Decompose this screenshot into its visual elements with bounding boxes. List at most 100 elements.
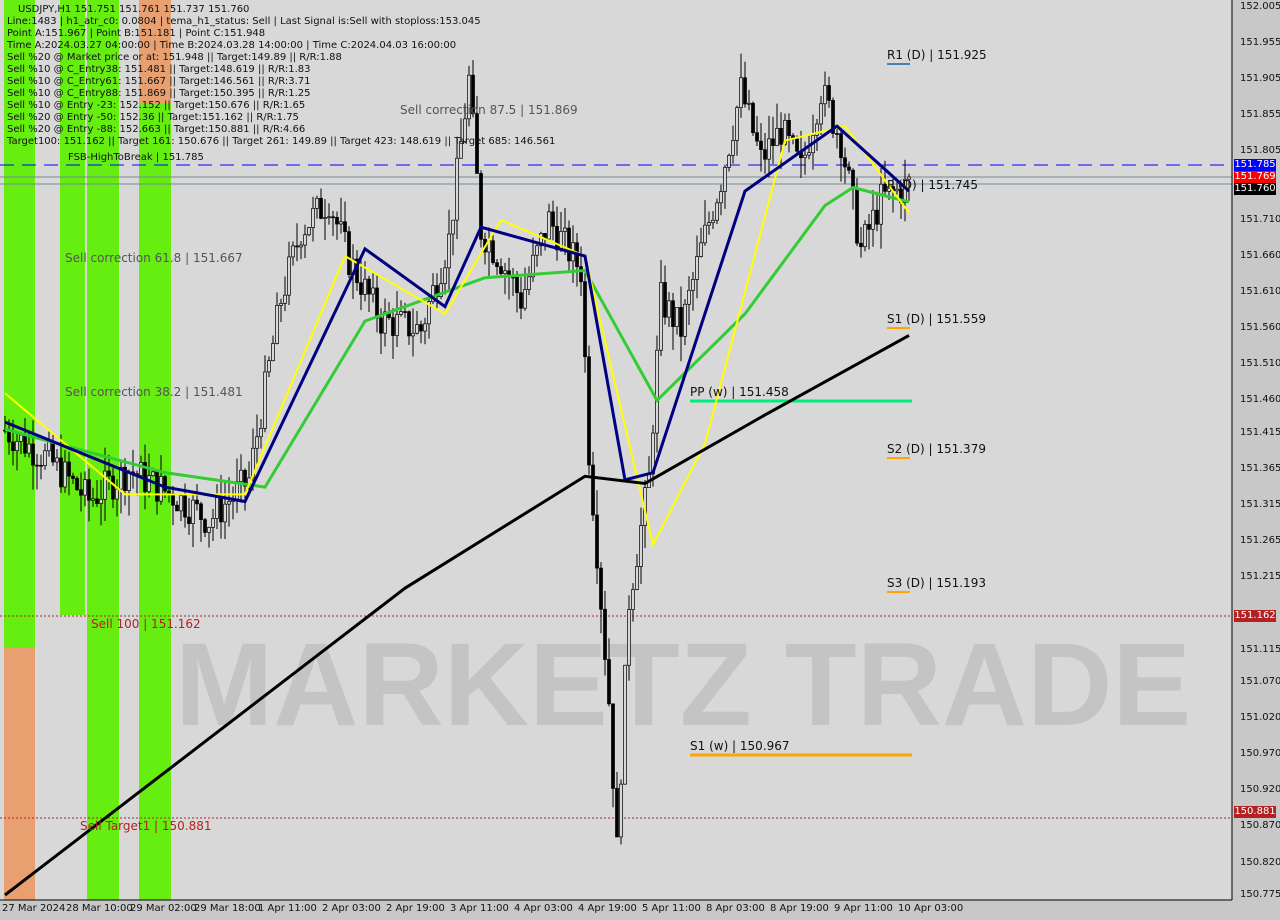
x-tick-label: 29 Mar 02:00 — [130, 903, 197, 914]
info-line: Sell %20 @ Entry -88: 152.663 || Target:… — [7, 124, 306, 135]
bull-candle — [819, 103, 823, 125]
bull-candle — [907, 176, 911, 180]
bull-candle — [339, 221, 343, 225]
orange-zone — [139, 0, 171, 103]
bull-candle — [315, 197, 319, 209]
sell-correction-618-label: Sell correction 61.8 | 151.667 — [65, 251, 243, 265]
bull-candle — [147, 475, 151, 492]
bear-candle — [367, 278, 371, 295]
bear-candle — [587, 356, 591, 466]
bull-candle — [863, 224, 867, 248]
y-tick-label: 151.805 — [1240, 145, 1280, 157]
info-line: Point A:151.967 | Point B:151.181 | Poin… — [7, 28, 266, 39]
bear-candle — [419, 324, 423, 332]
y-tick-label: 151.710 — [1240, 213, 1280, 225]
bull-candle — [151, 471, 155, 476]
bull-candle — [639, 525, 643, 567]
bear-candle — [875, 209, 879, 225]
bull-candle — [739, 77, 743, 108]
bull-candle — [699, 242, 703, 257]
bear-candle — [347, 231, 351, 275]
bear-candle — [183, 495, 187, 518]
bull-candle — [239, 469, 243, 482]
bull-candle — [711, 219, 715, 224]
svg-text:MARKETZ TRADE: MARKETZ TRADE — [175, 619, 1191, 751]
bull-candle — [803, 154, 807, 159]
bull-candle — [115, 488, 119, 500]
p-d-label: P (D) | 151.745 — [887, 178, 978, 192]
bull-candle — [299, 244, 303, 248]
bull-candle — [415, 324, 419, 334]
bear-candle — [495, 262, 499, 267]
bear-candle — [75, 478, 79, 491]
y-tick-label: 151.070 — [1240, 676, 1280, 688]
bull-candle — [731, 140, 735, 156]
fsb-label: FSB-HighToBreak | 151.785 — [68, 152, 204, 163]
bull-candle — [455, 157, 459, 221]
y-tick-label: 150.870 — [1240, 820, 1280, 832]
bull-candle — [259, 428, 263, 438]
bull-candle — [735, 107, 739, 141]
bear-candle — [167, 490, 171, 494]
y-tick-label: 151.955 — [1240, 37, 1280, 49]
bull-candle — [211, 518, 215, 528]
info-line: Sell %20 @ Entry -50: 152.36 || Target:1… — [7, 112, 299, 123]
bull-candle — [527, 276, 531, 290]
bull-candle — [775, 128, 779, 146]
y-tick-label: 150.775 — [1240, 889, 1280, 900]
bear-candle — [743, 77, 747, 105]
bull-candle — [363, 278, 367, 295]
bull-candle — [223, 503, 227, 523]
symbol-line: USDJPY,H1 151.751 151.761 151.737 151.76… — [18, 4, 250, 15]
bull-candle — [427, 301, 431, 325]
bull-candle — [563, 227, 567, 232]
bull-candle — [303, 234, 307, 246]
plot-area — [0, 0, 1232, 900]
x-tick-label: 8 Apr 19:00 — [770, 903, 829, 914]
bull-candle — [531, 254, 535, 278]
bull-candle — [283, 294, 287, 304]
bear-candle — [331, 216, 335, 219]
bull-candle — [443, 267, 447, 285]
bull-candle — [467, 74, 471, 120]
bear-candle — [611, 703, 615, 789]
ma-green-line — [4, 185, 910, 489]
bull-candle — [47, 441, 51, 452]
bull-candle — [103, 470, 107, 500]
bull-candle — [815, 123, 819, 136]
y-tick-label: 151.265 — [1240, 535, 1280, 547]
bull-candle — [383, 311, 387, 334]
y-tick-label: 151.315 — [1240, 499, 1280, 511]
y-tick-label: 151.115 — [1240, 643, 1280, 655]
bear-candle — [23, 434, 27, 454]
green-zone — [139, 0, 171, 900]
bear-candle — [607, 659, 611, 705]
y-tick-label: 150.920 — [1240, 784, 1280, 796]
bear-candle — [107, 470, 111, 477]
bear-candle — [567, 227, 571, 262]
bear-candle — [403, 311, 407, 313]
bear-candle — [795, 138, 799, 152]
bear-candle — [407, 311, 411, 337]
bull-candle — [251, 447, 255, 479]
sell-correction-382-label: Sell correction 38.2 | 151.481 — [65, 385, 243, 399]
bear-candle — [491, 240, 495, 264]
bull-candle — [667, 300, 671, 318]
bull-candle — [27, 443, 31, 454]
bull-candle — [903, 178, 907, 203]
bull-candle — [263, 371, 267, 429]
y-tick-label: 151.365 — [1240, 463, 1280, 475]
x-tick-label: 27 Mar 2024 — [2, 903, 66, 914]
bull-candle — [503, 270, 507, 275]
zones — [4, 0, 171, 900]
bull-candle — [539, 233, 543, 247]
bear-candle — [599, 567, 603, 610]
bear-candle — [39, 464, 43, 467]
bear-candle — [787, 120, 791, 136]
bull-candle — [267, 360, 271, 373]
bull-candle — [311, 208, 315, 228]
orange-zone — [4, 648, 35, 900]
bear-candle — [663, 282, 667, 318]
bear-candle — [155, 471, 159, 502]
